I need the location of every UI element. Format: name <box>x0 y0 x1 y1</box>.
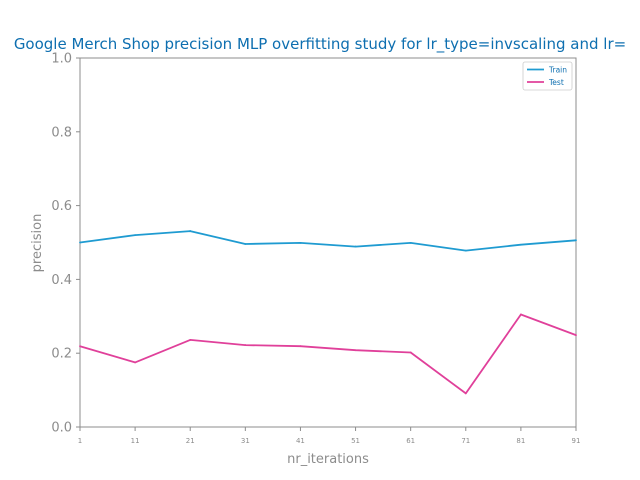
plot-frame <box>79 57 577 428</box>
data-point-test <box>79 345 81 348</box>
data-point-test <box>244 344 247 346</box>
data-point-test <box>464 392 467 395</box>
series-line-test <box>79 313 577 395</box>
y-tick-label: 0.8 <box>51 125 72 140</box>
data-point-test <box>299 345 302 348</box>
data-point-train <box>409 241 412 244</box>
data-point-train <box>299 241 302 244</box>
data-point-test <box>189 339 192 341</box>
data-point-train <box>464 249 467 252</box>
plot-border <box>79 57 577 428</box>
data-point-train <box>354 245 357 248</box>
data-point-test <box>134 361 137 364</box>
x-tick-label: 21 <box>186 437 195 445</box>
x-tick-label: 41 <box>296 437 305 445</box>
y-tick-label: 0.6 <box>51 199 72 214</box>
data-point-test <box>354 349 357 352</box>
x-tick-label: 61 <box>406 437 415 445</box>
y-tick-label: 0.0 <box>51 421 72 436</box>
y-tick-label: 1.0 <box>51 52 72 67</box>
legend: Train Test <box>522 61 573 91</box>
data-point-train <box>189 230 192 232</box>
x-tick-label: 11 <box>131 437 140 445</box>
data-point-train <box>575 239 577 242</box>
y-axis-ticks: 0.0 0.2 0.4 0.6 0.8 1.0 <box>51 52 80 436</box>
x-tick-label: 71 <box>461 437 470 445</box>
data-point-train <box>79 241 81 244</box>
y-axis-label: precision <box>30 214 45 273</box>
x-axis-ticks: 1 11 21 31 41 51 61 71 81 91 <box>78 427 581 445</box>
x-tick-label: 91 <box>572 437 581 445</box>
data-point-train <box>244 243 247 245</box>
x-tick-label: 31 <box>241 437 250 445</box>
series-line-train <box>79 230 577 252</box>
x-tick-label: 51 <box>351 437 360 445</box>
y-tick-label: 0.4 <box>51 273 72 288</box>
data-point-test <box>575 334 577 337</box>
chart-title: Google Merch Shop precision MLP overfitt… <box>14 35 626 54</box>
data-point-test <box>519 313 522 316</box>
x-tick-label: 81 <box>516 437 525 445</box>
legend-label: Train <box>548 65 567 74</box>
x-tick-label: 1 <box>78 437 82 445</box>
y-tick-label: 0.2 <box>51 347 72 362</box>
x-axis-label: nr_iterations <box>287 452 369 467</box>
legend-label: Test <box>548 78 564 87</box>
data-point-train <box>519 243 522 246</box>
data-point-test <box>409 351 412 354</box>
series-lines <box>79 230 577 395</box>
data-point-train <box>134 234 137 237</box>
